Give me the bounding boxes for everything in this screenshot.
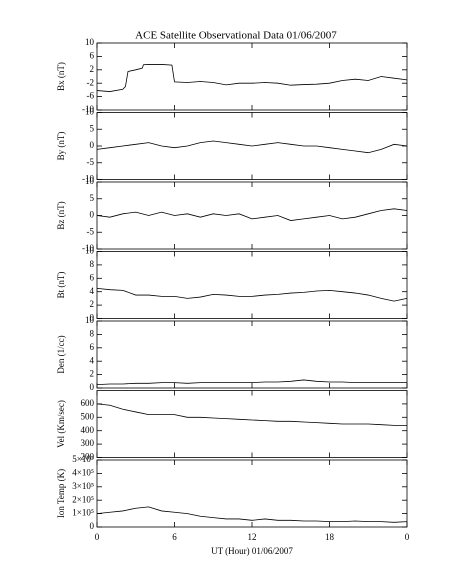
- y-tick-label: 0: [90, 313, 95, 323]
- y-axis-label: Ion Temp (K): [56, 469, 66, 518]
- y-tick-label: 600: [81, 398, 95, 408]
- y-axis-label: Bz (nT): [56, 201, 66, 229]
- y-tick-label: 8: [90, 259, 95, 269]
- y-tick-label: 0: [90, 382, 95, 392]
- y-tick-label: 1×10⁵: [72, 508, 94, 518]
- y-tick-label: 10: [85, 107, 95, 117]
- x-tick-label: 0: [95, 532, 100, 542]
- y-tick-label: 10: [85, 176, 95, 186]
- x-axis-label: UT (Hour) 01/06/2007: [211, 546, 293, 556]
- y-tick-label: 4: [90, 286, 95, 296]
- x-tick-label: 0: [405, 532, 410, 542]
- y-tick-label: 200: [81, 452, 95, 462]
- x-tick-label: 6: [172, 532, 177, 542]
- y-tick-label: 8: [90, 328, 95, 338]
- chart-title: ACE Satellite Observational Data 01/06/2…: [135, 30, 337, 42]
- y-tick-label: 0: [90, 521, 95, 531]
- y-tick-label: 2: [90, 299, 95, 309]
- y-tick-label: 6: [90, 272, 95, 282]
- y-tick-label: 6: [90, 50, 95, 60]
- data-line: [96, 403, 407, 426]
- y-tick-label: 4×10⁵: [72, 467, 94, 477]
- y-tick-label: 2: [90, 369, 95, 379]
- data-line: [96, 140, 408, 154]
- y-tick-label: 2: [90, 64, 95, 74]
- y-tick-label: -5: [87, 157, 95, 167]
- y-axis-label: Vel (Km/sec): [56, 400, 66, 448]
- panel-frame: [96, 459, 408, 528]
- y-tick-label: 500: [81, 411, 95, 421]
- panel-frame: [96, 251, 408, 319]
- y-tick-label: 300: [81, 438, 95, 448]
- y-tick-label: -10: [82, 104, 94, 114]
- y-axis-label: Den (1/cc): [56, 335, 66, 373]
- y-tick-label: 4: [90, 355, 95, 365]
- y-tick-label: 5: [90, 123, 95, 133]
- y-tick-label: -6: [87, 91, 95, 101]
- data-line: [96, 379, 407, 386]
- data-line: [96, 208, 408, 221]
- data-line: [96, 287, 408, 302]
- panel-frame: [96, 320, 408, 389]
- y-axis-label: Bx (nT): [56, 62, 66, 91]
- y-tick-label: 3×10⁵: [72, 481, 94, 491]
- y-axis-label: Bt (nT): [56, 272, 66, 299]
- y-tick-label: 400: [81, 425, 95, 435]
- y-tick-label: -5: [87, 226, 95, 236]
- y-tick-label: -2: [87, 77, 95, 87]
- y-tick-label: 2×10⁵: [72, 494, 94, 504]
- data-line: [96, 506, 408, 523]
- data-line: [96, 64, 408, 92]
- x-tick-label: 12: [248, 532, 257, 542]
- y-tick-label: 0: [90, 140, 95, 150]
- y-tick-label: 0: [90, 210, 95, 220]
- y-tick-label: 10: [85, 246, 95, 256]
- x-tick-label: 18: [325, 532, 335, 542]
- y-tick-label: -10: [82, 174, 94, 184]
- y-tick-label: -10: [82, 243, 94, 253]
- y-axis-label: By (nT): [56, 132, 66, 161]
- y-tick-label: 5×10⁵: [72, 454, 94, 464]
- y-tick-label: 5: [90, 193, 95, 203]
- y-tick-label: 6: [90, 342, 95, 352]
- y-tick-label: 10: [85, 37, 95, 47]
- y-tick-label: 10: [85, 315, 95, 325]
- panel-frame: [96, 42, 408, 111]
